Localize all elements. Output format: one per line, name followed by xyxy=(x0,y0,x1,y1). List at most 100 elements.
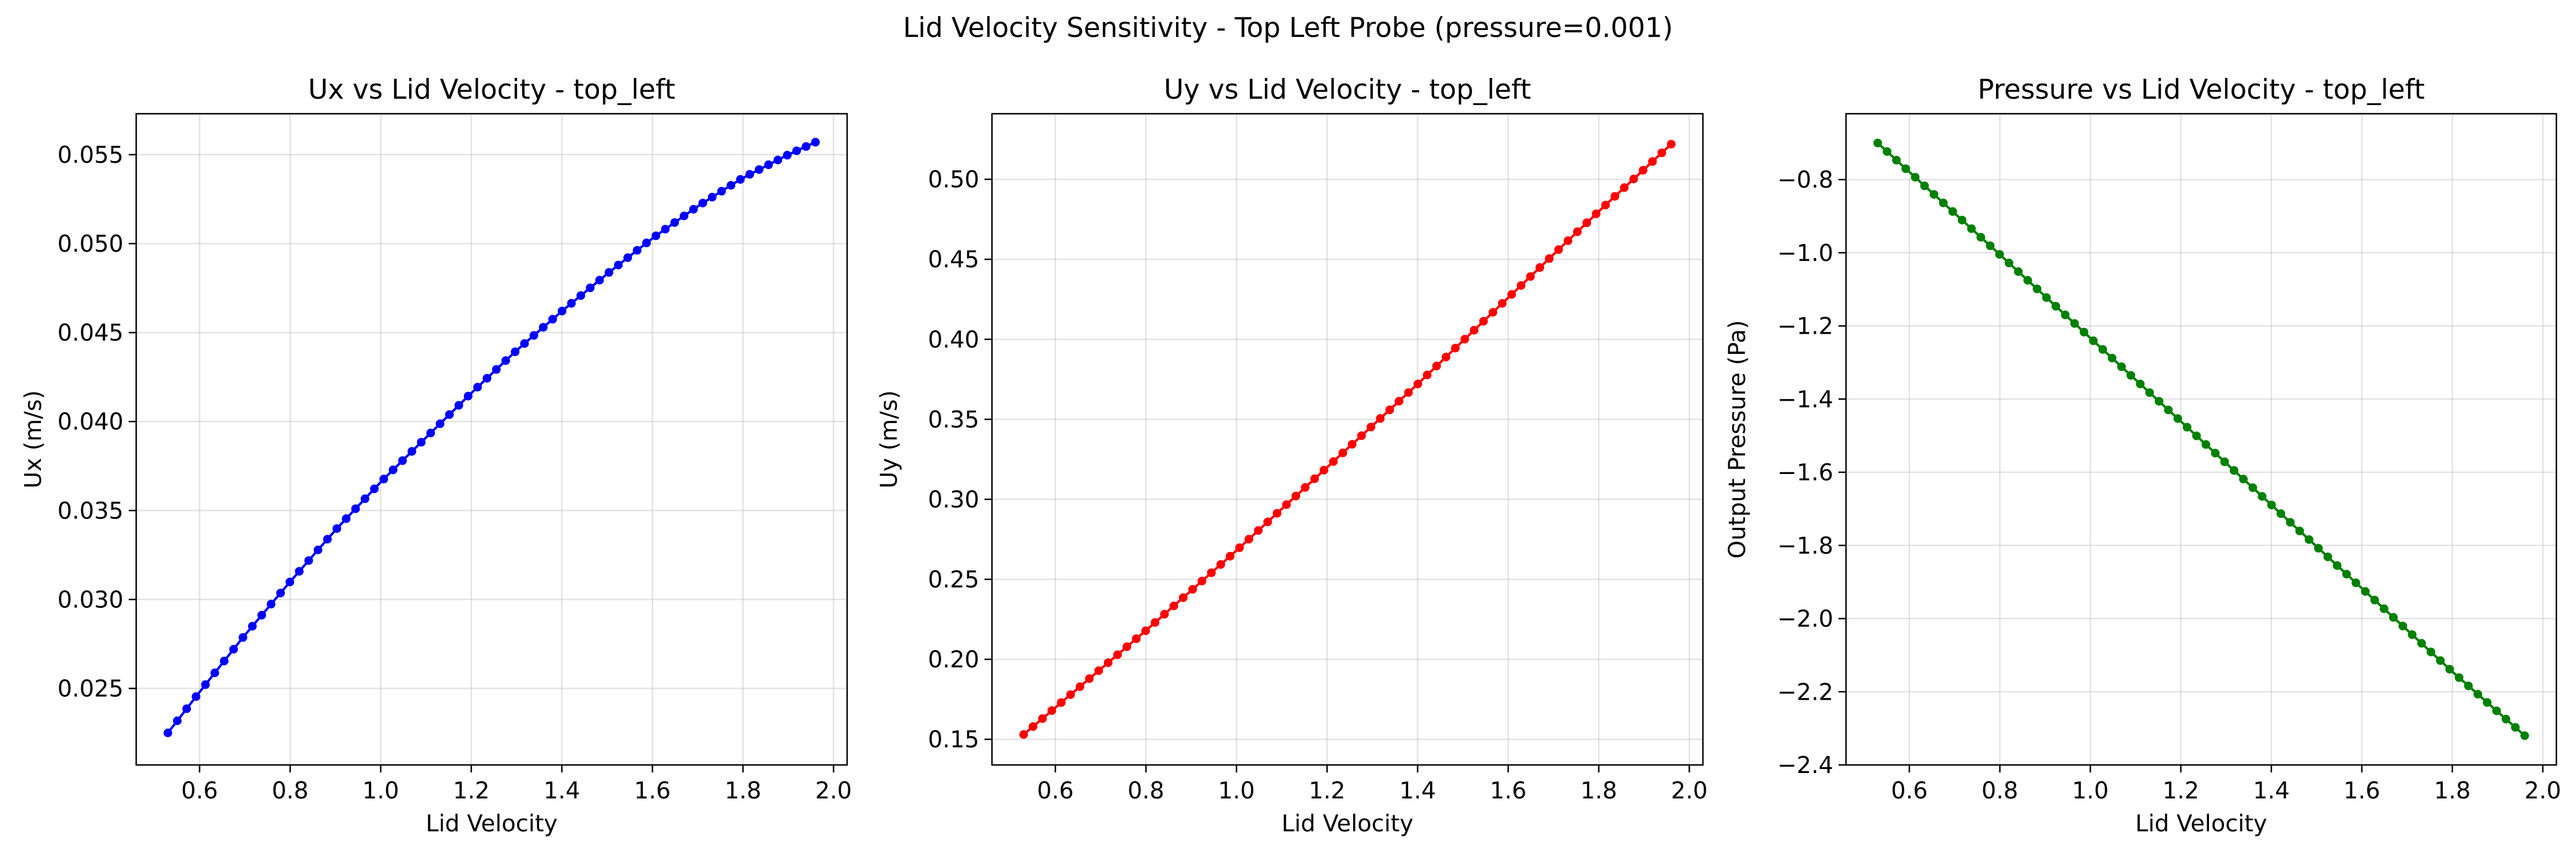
data-point xyxy=(1948,207,1957,216)
data-point xyxy=(2229,466,2238,475)
data-point xyxy=(2220,457,2229,466)
data-point xyxy=(1085,674,1094,683)
data-point xyxy=(2211,449,2220,458)
data-point xyxy=(802,142,811,151)
chart-title: Uy vs Lid Velocity - top_left xyxy=(1164,74,1531,106)
data-point xyxy=(2079,327,2088,337)
x-tick-label: 1.0 xyxy=(1218,778,1255,804)
data-point xyxy=(1076,682,1084,691)
data-point xyxy=(2070,319,2079,328)
x-tick-label: 1.6 xyxy=(2343,778,2380,804)
data-point xyxy=(1310,474,1319,483)
data-point xyxy=(1470,326,1478,335)
data-point xyxy=(1620,183,1629,192)
y-tick-label: 0.040 xyxy=(57,409,123,435)
data-point xyxy=(501,356,510,365)
data-point xyxy=(351,504,360,513)
data-point xyxy=(2182,423,2192,432)
data-point xyxy=(632,246,642,255)
data-point xyxy=(2023,276,2032,285)
data-point xyxy=(548,315,557,324)
data-point xyxy=(567,298,576,308)
chart-panel-1: 0.6 0.8 1.0 1.2 1.4 1.6 1.8 2.0 0.025 0.030 0.035 0… xyxy=(20,74,852,837)
data-point xyxy=(1019,730,1028,739)
data-point xyxy=(2492,706,2501,715)
data-point xyxy=(1047,706,1057,715)
data-point xyxy=(1967,224,1976,233)
y-tick-label: 0.035 xyxy=(57,498,123,524)
data-point xyxy=(1545,254,1554,263)
data-point xyxy=(727,181,736,190)
data-point xyxy=(1291,491,1301,501)
data-point xyxy=(1582,218,1592,227)
data-point xyxy=(313,546,323,554)
data-point xyxy=(1263,517,1272,527)
y-tick-label: −1.0 xyxy=(1777,240,1833,267)
y-axis-label: Ux (m/s) xyxy=(20,390,47,488)
data-point xyxy=(1254,526,1263,535)
data-point xyxy=(764,160,773,169)
x-tick-label: 0.8 xyxy=(272,778,309,804)
axes-frame xyxy=(1845,113,2558,766)
data-point xyxy=(473,383,482,392)
data-point xyxy=(1873,139,1882,148)
data-point xyxy=(614,260,623,270)
data-point xyxy=(2370,595,2379,604)
data-point xyxy=(1554,245,1563,254)
chart-title: Pressure vs Lid Velocity - top_left xyxy=(1978,74,2425,106)
y-axis-label: Output Pressure (Pa) xyxy=(1724,320,1751,558)
x-tick-label: 1.0 xyxy=(362,778,399,804)
x-tick-label: 0.6 xyxy=(181,778,218,804)
x-tick-label: 1.4 xyxy=(544,778,581,804)
data-point xyxy=(2061,310,2070,319)
chart-panel-3: 0.6 0.8 1.0 1.2 1.4 1.6 1.8 2.0 −0.8 −1.0 −1.2 −1.4… xyxy=(1724,74,2561,837)
data-point xyxy=(2473,690,2483,699)
data-point xyxy=(257,611,267,620)
data-point xyxy=(2004,259,2013,267)
data-point xyxy=(1611,192,1619,201)
data-point xyxy=(2257,492,2267,501)
data-point xyxy=(1329,457,1338,466)
axes-frame xyxy=(135,113,848,766)
data-point xyxy=(1178,593,1188,602)
data-point xyxy=(229,645,238,654)
y-tick-label: 0.25 xyxy=(928,567,979,593)
data-point xyxy=(1995,250,2004,259)
data-point xyxy=(707,193,717,201)
data-point xyxy=(1957,215,1967,225)
data-point xyxy=(1882,147,1892,156)
x-tick-label: 1.8 xyxy=(1581,778,1618,804)
data-point xyxy=(1366,423,1376,432)
data-point xyxy=(1151,618,1160,627)
data-point xyxy=(1563,236,1572,245)
data-point xyxy=(576,291,585,300)
data-point xyxy=(1394,397,1403,406)
data-point xyxy=(248,622,257,631)
x-tick-label: 1.2 xyxy=(2162,778,2199,804)
data-point xyxy=(2379,604,2388,613)
data-point xyxy=(586,283,595,293)
data-point xyxy=(1939,199,1948,207)
data-point xyxy=(1272,509,1282,518)
data-point xyxy=(1592,209,1601,218)
data-point xyxy=(238,633,248,642)
data-point xyxy=(2436,656,2445,665)
data-point xyxy=(2117,362,2126,371)
data-point xyxy=(2032,284,2042,293)
data-point xyxy=(1094,666,1103,675)
data-point xyxy=(1901,164,1911,173)
data-point xyxy=(1226,551,1235,561)
data-point xyxy=(1667,140,1676,149)
data-point xyxy=(182,704,191,714)
x-tick-label: 0.6 xyxy=(1037,778,1074,804)
data-point xyxy=(745,170,754,179)
data-point xyxy=(2201,440,2211,449)
data-point xyxy=(520,339,529,348)
data-point xyxy=(2239,475,2248,484)
data-point xyxy=(2014,267,2023,276)
series-line xyxy=(1877,142,2526,737)
data-point xyxy=(173,716,182,725)
x-tick-label: 1.2 xyxy=(453,778,490,804)
data-point xyxy=(1244,535,1253,544)
